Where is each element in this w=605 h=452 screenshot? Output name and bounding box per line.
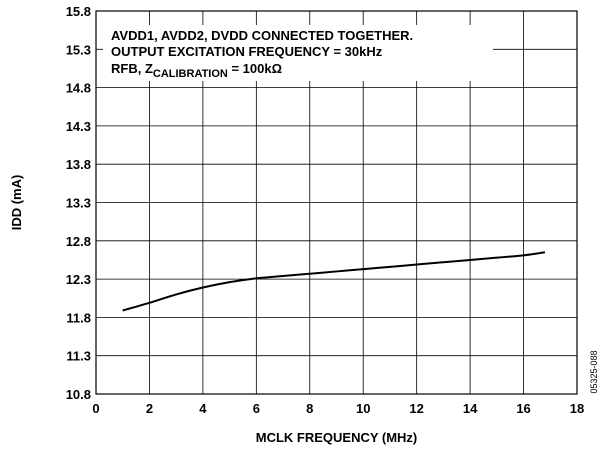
y-tick-label: 11.3 (66, 349, 91, 364)
y-tick-label: 10.8 (66, 387, 91, 402)
x-tick-label: 0 (92, 401, 99, 416)
annotation-line-1: AVDD1, AVDD2, DVDD CONNECTED TOGETHER. (111, 28, 413, 43)
annotation-line-3-suffix: = 100kΩ (228, 61, 282, 76)
x-tick-label: 14 (463, 401, 478, 416)
y-tick-label: 14.3 (66, 119, 91, 134)
annotation-line-3-subscript: CALIBRATION (153, 68, 228, 80)
series-line (122, 251, 546, 312)
y-tick-label: 13.8 (66, 157, 91, 172)
annotation-line-3-prefix: RFB, Z (111, 61, 153, 76)
tick-labels: 0 2 4 6 8 10 12 14 16 18 10.8 11.3 11.8 12.3 12.8 13.3 1… (66, 4, 585, 416)
y-tick-label: 13.3 (66, 196, 91, 211)
y-tick-label: 12.8 (66, 234, 91, 249)
x-tick-label: 16 (516, 401, 530, 416)
annotation-background (103, 25, 493, 81)
x-axis-title: MCLK FREQUENCY (MHz) (256, 430, 418, 445)
y-tick-label: 15.3 (66, 42, 91, 57)
x-tick-label: 6 (253, 401, 260, 416)
plot-frame (95, 10, 578, 395)
x-tick-label: 8 (306, 401, 313, 416)
y-tick-label: 11.8 (66, 310, 91, 325)
y-tick-label: 12.3 (66, 272, 91, 287)
figure-id: 05325-088 (589, 350, 599, 393)
y-tick-label: 15.8 (66, 4, 91, 19)
x-tick-label: 12 (409, 401, 423, 416)
x-tick-label: 4 (199, 401, 207, 416)
annotation-line-2: OUTPUT EXCITATION FREQUENCY = 30kHz (111, 44, 383, 59)
series-layer (122, 251, 546, 312)
annotation-line-3: RFB, ZCALIBRATION = 100kΩ (111, 61, 282, 80)
y-axis-title: IDD (mA) (9, 175, 24, 231)
x-tick-label: 18 (570, 401, 584, 416)
annotation: AVDD1, AVDD2, DVDD CONNECTED TOGETHER. O… (111, 28, 413, 80)
y-tick-label: 14.8 (66, 81, 91, 96)
x-tick-label: 2 (146, 401, 153, 416)
x-tick-label: 10 (356, 401, 370, 416)
